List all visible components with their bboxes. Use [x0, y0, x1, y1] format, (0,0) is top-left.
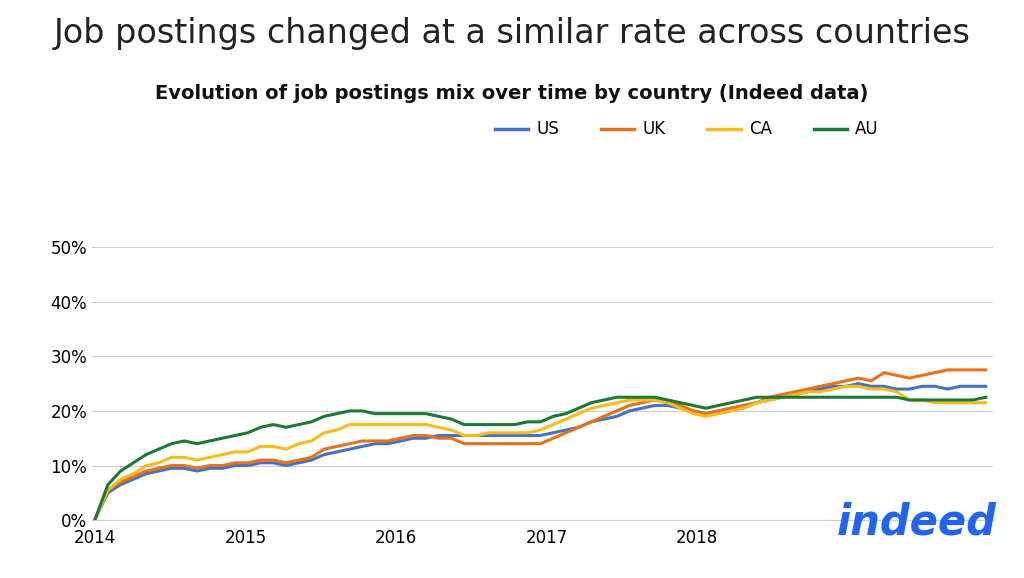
AU	[610, 394, 623, 401]
US	[852, 380, 864, 387]
US	[980, 383, 992, 390]
Line: US: US	[95, 384, 986, 518]
CA	[343, 421, 355, 428]
US	[763, 397, 775, 403]
AU	[776, 394, 788, 401]
US	[343, 446, 355, 453]
CA	[89, 516, 101, 523]
UK	[763, 394, 775, 401]
CA	[521, 429, 534, 436]
Line: AU: AU	[95, 397, 986, 519]
UK	[521, 440, 534, 447]
US	[624, 407, 636, 414]
UK	[115, 479, 127, 486]
US	[521, 432, 534, 439]
UK	[89, 516, 101, 523]
CA	[624, 397, 636, 403]
CA	[840, 383, 852, 390]
UK	[929, 369, 941, 376]
AU	[636, 394, 648, 401]
AU	[343, 407, 355, 414]
CA	[980, 399, 992, 406]
Line: CA: CA	[95, 386, 986, 519]
US	[115, 481, 127, 488]
UK	[980, 366, 992, 373]
Text: Job postings changed at a similar rate across countries: Job postings changed at a similar rate a…	[53, 17, 971, 50]
AU	[521, 418, 534, 425]
AU	[89, 516, 101, 523]
US	[89, 515, 101, 522]
Text: indeed: indeed	[837, 501, 996, 543]
Legend: US, UK, CA, AU: US, UK, CA, AU	[488, 114, 886, 145]
Line: UK: UK	[95, 370, 986, 519]
AU	[980, 394, 992, 401]
US	[941, 386, 953, 392]
CA	[763, 397, 775, 403]
AU	[941, 397, 953, 403]
UK	[624, 402, 636, 409]
UK	[343, 440, 355, 447]
UK	[941, 366, 953, 373]
AU	[115, 468, 127, 475]
Text: Evolution of job postings mix over time by country (Indeed data): Evolution of job postings mix over time …	[156, 84, 868, 103]
CA	[115, 476, 127, 483]
CA	[941, 399, 953, 406]
